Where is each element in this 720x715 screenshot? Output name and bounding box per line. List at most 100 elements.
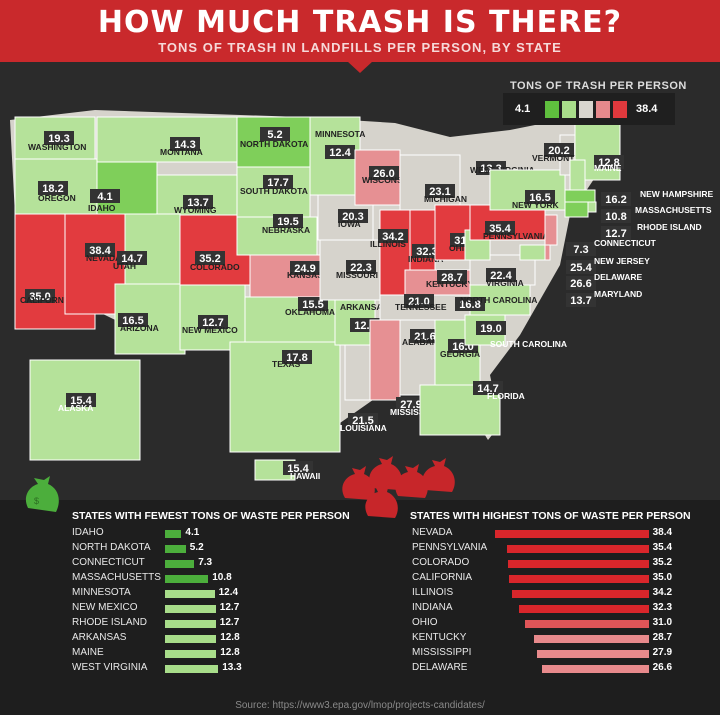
legend-swatch — [545, 101, 559, 118]
state-value-label: 12.4 — [329, 147, 351, 159]
ranking-bar — [519, 605, 649, 613]
state-value-label: 35.4 — [489, 223, 511, 235]
state-name-label: DELAWARE — [594, 272, 643, 282]
ranking-row-label: WEST VIRGINIA — [72, 662, 148, 673]
state-name-label: OREGON — [38, 193, 76, 203]
ranking-row-label: IDAHO — [72, 527, 104, 538]
ranking-row-label: NORTH DAKOTA — [72, 542, 151, 553]
ranking-value-label: 31.0 — [652, 617, 673, 628]
state-name-label: COLORADO — [190, 262, 240, 272]
value-box — [263, 175, 293, 189]
state-value-label: 16.5 — [122, 315, 143, 327]
state-shape — [564, 201, 589, 218]
state-value-label: 22.4 — [490, 270, 512, 282]
state-name-label: ILLINOIS — [370, 239, 406, 249]
fewest-panel-title: STATES WITH FEWEST TONS OF WASTE PER PER… — [72, 510, 350, 522]
state-name-label: ARIZONA — [120, 323, 159, 333]
state-value-label: 16.8 — [459, 299, 480, 311]
ranking-bar — [511, 590, 649, 598]
state-name-label: NEBRASKA — [262, 225, 310, 235]
state-shape — [544, 214, 558, 246]
state-name-label: NEW YORK — [512, 200, 559, 210]
state-shape — [96, 158, 158, 215]
value-box — [410, 329, 440, 343]
state-name-label: UTAH — [113, 261, 136, 271]
ranking-row-label: COLORADO — [412, 557, 470, 568]
state-value-label: 23.1 — [429, 186, 450, 198]
value-box — [473, 381, 503, 395]
ranking-value-label: 10.8 — [212, 572, 232, 583]
us-map: 19.3WASHINGTON18.2OREGON35.0CALIFORNIA38… — [10, 110, 714, 481]
legend-swatch — [562, 101, 576, 118]
ranking-row-label: ILLINOIS — [412, 587, 454, 598]
page-title: HOW MUCH TRASH IS THERE? — [97, 5, 623, 40]
state-name-label: LOUISIANA — [340, 423, 387, 433]
value-box — [425, 184, 455, 198]
value-box — [601, 192, 631, 206]
state-name-label: GEORGIA — [440, 349, 480, 359]
value-box — [118, 313, 148, 327]
state-value-label: 20.2 — [548, 145, 569, 157]
value-box — [396, 397, 426, 411]
state-value-label: 27.9 — [400, 399, 421, 411]
state-name-label: SOUTH DAKOTA — [240, 186, 308, 196]
state-name-label: IOWA — [338, 219, 361, 229]
state-shape — [409, 209, 436, 276]
ranking-bar — [533, 635, 649, 643]
value-box — [282, 350, 312, 364]
ranking-bar — [165, 650, 217, 658]
value-box — [44, 131, 74, 145]
ranking-bar — [524, 620, 649, 628]
ranking-row-label: CALIFORNIA — [412, 572, 473, 583]
value-box — [601, 226, 631, 240]
state-name-label: OHIO — [449, 243, 471, 253]
value-box — [437, 270, 467, 284]
ranking-bar — [165, 635, 217, 643]
ranking-row-label: OHIO — [412, 617, 438, 628]
value-box — [90, 189, 120, 203]
value-box — [198, 315, 228, 329]
state-value-label: 16.5 — [529, 192, 550, 204]
state-value-label: 7.3 — [573, 244, 588, 256]
value-box — [594, 155, 624, 169]
ranking-value-label: 12.7 — [219, 617, 240, 628]
value-box — [273, 214, 303, 228]
state-name-label: NEVADA — [86, 253, 121, 263]
ranking-value-label: 27.9 — [652, 647, 673, 658]
state-name-label: MISSISSIPPI — [390, 407, 441, 417]
state-name-label: MISSOURI — [336, 270, 378, 280]
ranking-bar — [508, 575, 649, 583]
state-name-label: ARKANSAS — [340, 302, 389, 312]
ranking-row-label: NEVADA — [412, 527, 453, 538]
page-subtitle: TONS OF TRASH IN LANDFILLS PER PERSON, B… — [158, 40, 562, 55]
value-box — [346, 260, 376, 274]
ranking-bar — [165, 545, 186, 553]
state-value-label: 14.7 — [121, 253, 142, 265]
state-shape — [587, 201, 597, 213]
legend-swatch — [613, 101, 627, 118]
value-box — [195, 251, 225, 265]
state-name-label: WASHINGTON — [28, 142, 86, 152]
ranking-value-label: 26.6 — [652, 662, 673, 673]
ranking-value-label: 12.4 — [218, 587, 239, 598]
state-new-hampshire: 16.2 NEW HAMPSHIRE — [569, 159, 714, 206]
ranking-bar — [507, 545, 649, 553]
ranking-value-label: 12.7 — [219, 602, 240, 613]
state-name-label: ALABAMA — [402, 337, 445, 347]
svg-text:$: $ — [34, 496, 39, 506]
ranking-bar — [165, 560, 195, 568]
state-value-label: 25.4 — [570, 262, 592, 274]
state-value-label: 13.7 — [570, 295, 591, 307]
state-name-label: NORTH CAROLINA — [460, 295, 537, 305]
state-value-label: 15.4 — [287, 463, 309, 475]
state-name-label: FLORIDA — [487, 391, 525, 401]
state-value-label: 15.5 — [302, 299, 323, 311]
